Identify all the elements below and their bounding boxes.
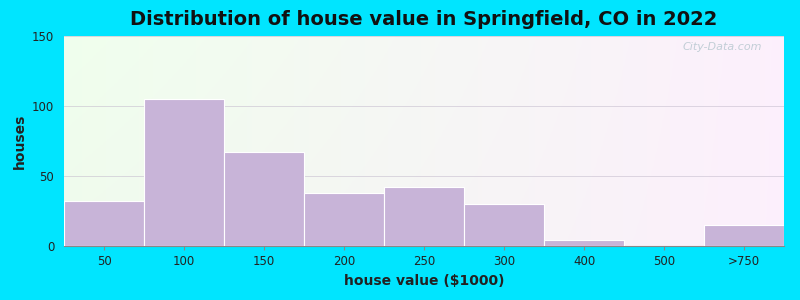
Bar [384, 187, 464, 246]
Y-axis label: houses: houses [13, 113, 26, 169]
Bar [704, 225, 784, 246]
Bar [304, 193, 384, 246]
Bar [464, 204, 544, 246]
Bar [544, 240, 624, 246]
Bar [144, 99, 224, 246]
X-axis label: house value ($1000): house value ($1000) [344, 274, 504, 288]
Bar [224, 152, 304, 246]
Bar [64, 201, 144, 246]
Title: Distribution of house value in Springfield, CO in 2022: Distribution of house value in Springfie… [130, 10, 718, 29]
Text: City-Data.com: City-Data.com [683, 42, 762, 52]
